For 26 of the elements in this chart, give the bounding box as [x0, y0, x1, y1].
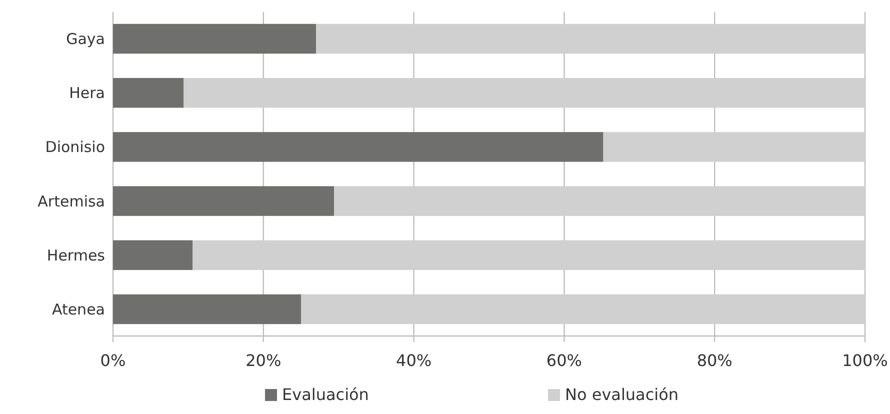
bar: [603, 132, 865, 162]
y-tick-label: Atenea: [52, 300, 105, 318]
bar: [316, 24, 865, 54]
y-tick-label: Gaya: [66, 30, 105, 48]
y-tick-label: Artemisa: [38, 192, 105, 210]
bar: [113, 294, 301, 324]
bar: [113, 186, 334, 216]
x-tick-label: 40%: [396, 351, 432, 370]
x-tick-label: 60%: [546, 351, 582, 370]
bar: [113, 240, 193, 270]
y-tick-label: Hera: [69, 84, 105, 102]
bar: [334, 186, 865, 216]
legend-label: Evaluación: [282, 385, 369, 404]
x-tick-label: 0%: [100, 351, 126, 370]
x-tick-label: 20%: [246, 351, 282, 370]
bar: [113, 24, 316, 54]
y-tick-label: Dionisio: [45, 138, 105, 156]
bar: [113, 132, 604, 162]
bar: [113, 78, 184, 108]
y-tick-label: Hermes: [46, 246, 106, 264]
bar: [192, 240, 865, 270]
x-tick-label: 100%: [842, 351, 888, 370]
bar: [184, 78, 865, 108]
bar: [301, 294, 865, 324]
x-tick-label: 80%: [696, 351, 732, 370]
legend-label: No evaluación: [565, 385, 679, 404]
